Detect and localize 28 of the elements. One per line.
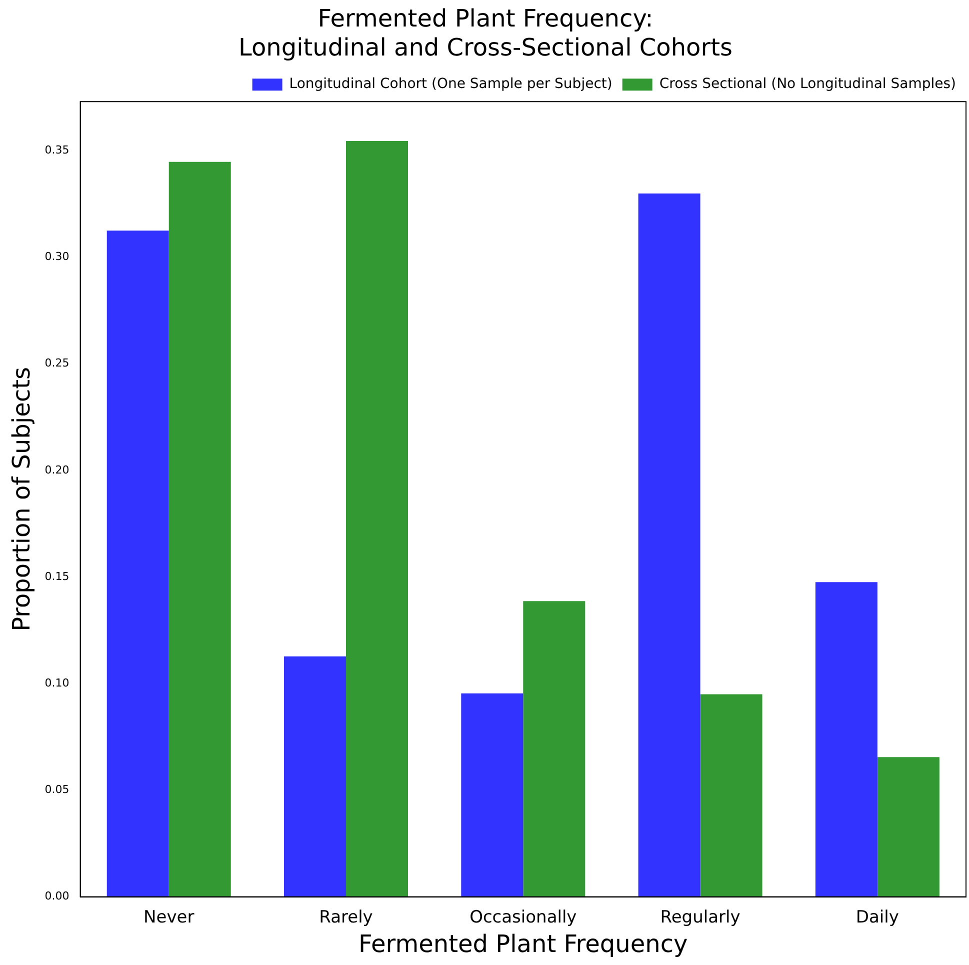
- legend-label: Cross Sectional (No Longitudinal Samples): [659, 76, 956, 92]
- bar: [346, 141, 408, 897]
- bar: [284, 656, 346, 897]
- y-tick-label: 0.15: [44, 570, 70, 583]
- y-tick-label: 0.35: [44, 143, 70, 156]
- x-tick-label: Regularly: [660, 907, 740, 928]
- y-tick-label: 0.25: [44, 356, 70, 370]
- y-tick-label: 0.30: [44, 250, 70, 264]
- y-tick-label: 0.00: [44, 890, 70, 903]
- bar: [877, 757, 940, 897]
- y-tick-label: 0.10: [44, 676, 70, 690]
- bar: [700, 694, 762, 897]
- y-tick-label: 0.05: [44, 783, 70, 796]
- bar: [815, 582, 878, 897]
- y-tick-label: 0.20: [44, 463, 70, 476]
- y-axis-title: Proportion of Subjects: [8, 366, 36, 632]
- x-tick-label: Occasionally: [470, 907, 577, 928]
- bar: [168, 162, 231, 897]
- bar: [523, 601, 586, 897]
- x-tick-label: Rarely: [319, 907, 373, 928]
- chart-title: Fermented Plant Frequency: Longitudinal and Cross-Sectional Cohorts: [238, 4, 733, 62]
- bar: [461, 693, 524, 897]
- x-axis-title: Fermented Plant Frequency: [358, 930, 688, 958]
- bar: [106, 230, 169, 897]
- bar: [638, 193, 700, 897]
- legend-label: Longitudinal Cohort (One Sample per Subject): [289, 76, 612, 92]
- x-tick-label: Never: [144, 907, 194, 928]
- x-tick-label: Daily: [856, 907, 899, 928]
